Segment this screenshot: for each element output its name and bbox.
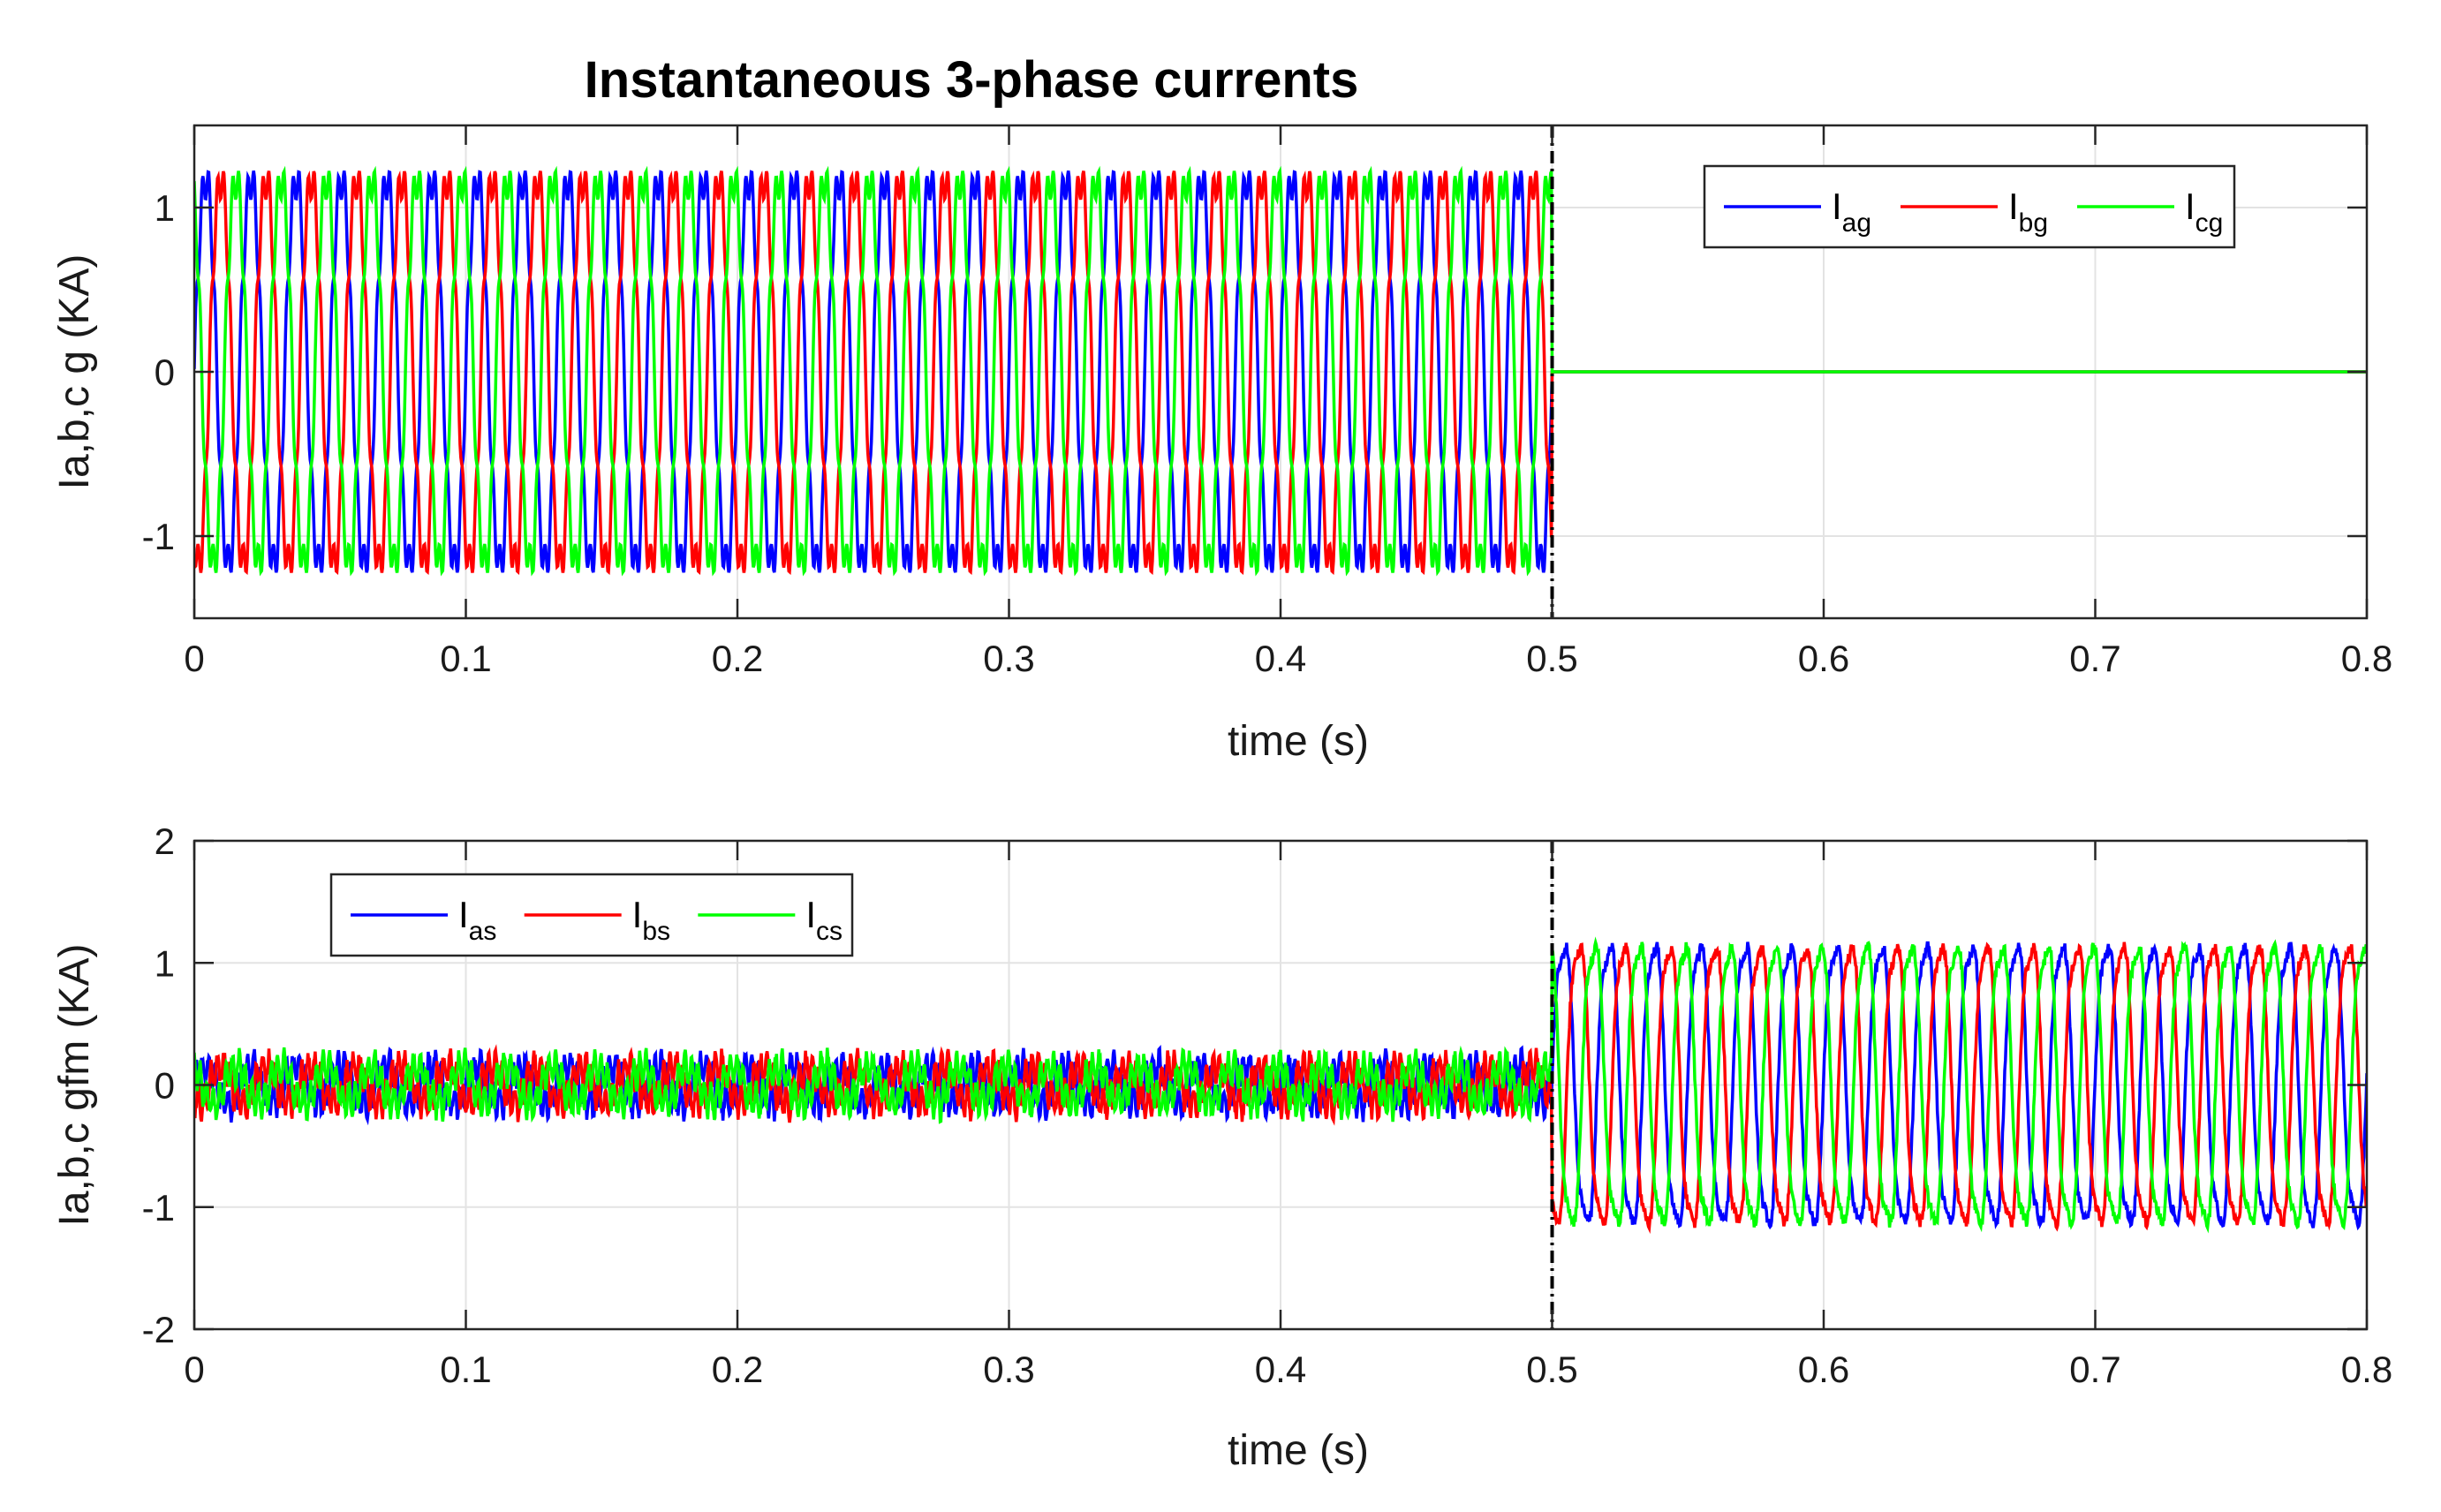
series-group — [194, 165, 2367, 577]
x-tick-label: 0.7 — [2069, 1349, 2120, 1390]
x-tick-label: 0 — [184, 1349, 204, 1390]
x-tick-label: 0.6 — [1798, 638, 1849, 679]
series-group — [194, 936, 2367, 1235]
y-tick-label: 1 — [155, 187, 175, 229]
y-tick-label: -2 — [142, 1309, 175, 1350]
x-tick-label: 0.8 — [2341, 638, 2392, 679]
y-tick-label: 1 — [155, 942, 175, 984]
y-tick-label: 0 — [155, 1065, 175, 1107]
x-tick-label: 0.1 — [440, 1349, 491, 1390]
x-tick-label: 0.6 — [1798, 1349, 1849, 1390]
legend: Iag Ibg Icg — [1703, 164, 2236, 249]
x-tick-label: 0.7 — [2069, 638, 2120, 679]
x-tick-label: 0.1 — [440, 638, 491, 679]
series-line-bs — [194, 941, 2367, 1235]
x-axis-label: time (s) — [1228, 1427, 1369, 1474]
series-line-cs — [194, 936, 2367, 1234]
legend: Ias Ibs Ics — [329, 873, 854, 957]
series-line-cg — [194, 165, 2367, 577]
x-tick-label: 0.2 — [712, 1349, 763, 1390]
x-tick-label: 0.8 — [2341, 1349, 2392, 1390]
y-tick-label: -1 — [142, 1187, 175, 1228]
x-tick-label: 0.2 — [712, 638, 763, 679]
panel-grid-currents: 0 0.1 0.2 0.3 0.4 0.5 0.6 0.7 0.8 -1 0 1 time (s) Ia,… — [51, 124, 2392, 765]
x-tick-label: 0.3 — [983, 1349, 1034, 1390]
x-tick-label: 0.3 — [983, 638, 1034, 679]
y-axis-label: Ia,b,c g (KA) — [51, 254, 98, 490]
x-tick-label: 0.5 — [1526, 638, 1577, 679]
y-tick-label: 0 — [155, 352, 175, 393]
panel-gfm-currents: 0 0.1 0.2 0.3 0.4 0.5 0.6 0.7 0.8 -2 -1 0 1 2 time (s)… — [51, 820, 2392, 1474]
x-axis-label: time (s) — [1228, 718, 1369, 765]
y-tick-label: 2 — [155, 820, 175, 862]
legend-label-ag: Iag — [1832, 185, 1871, 238]
x-tick-label: 0.5 — [1526, 1349, 1577, 1390]
y-axis-label: Ia,b,c gfm (KA) — [51, 943, 98, 1226]
x-tick-label: 0.4 — [1255, 638, 1306, 679]
y-tick-label: -1 — [142, 516, 175, 557]
chart-title: Instantaneous 3-phase currents — [585, 51, 1359, 109]
x-tick-label: 0 — [184, 638, 204, 679]
x-tick-label: 0.4 — [1255, 1349, 1306, 1390]
